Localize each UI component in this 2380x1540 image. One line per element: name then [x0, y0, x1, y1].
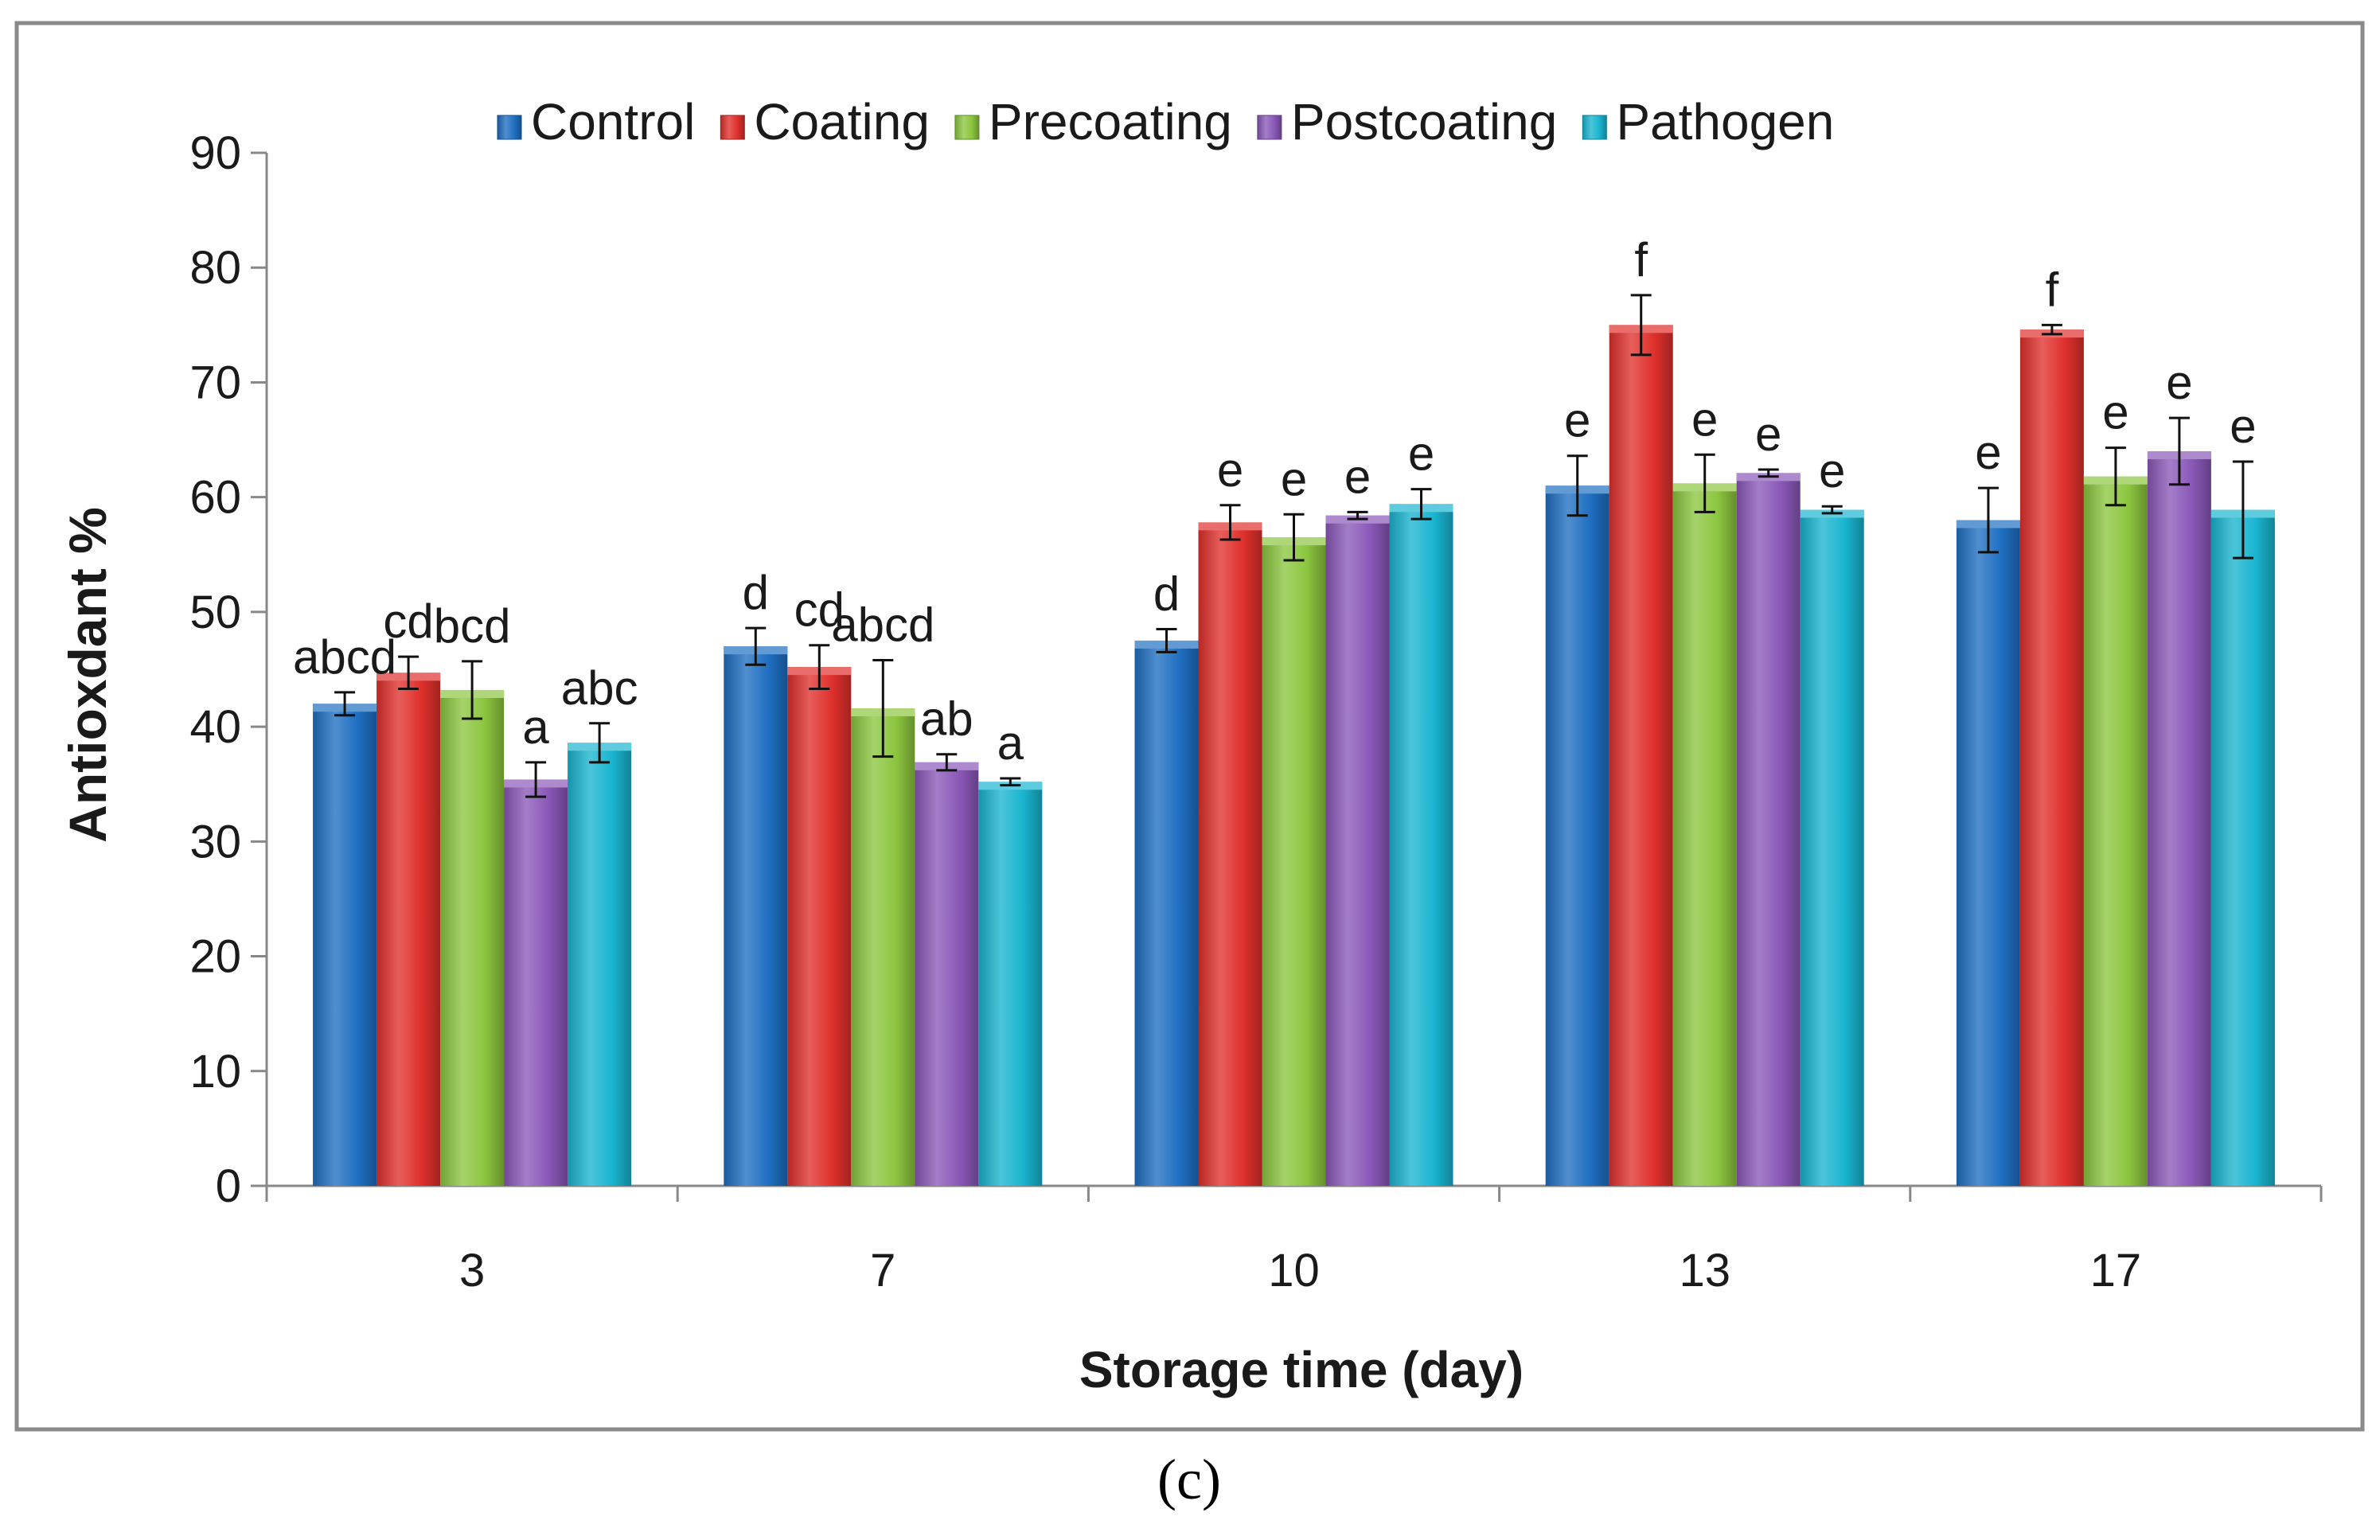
y-tick-label: 70 [189, 357, 241, 408]
significance-letter: e [1691, 392, 1718, 446]
bar-precoating-day-13 [1672, 483, 1737, 1186]
significance-letter: ab [920, 692, 973, 746]
significance-letter: e [1281, 452, 1307, 505]
y-tick-label: 50 [189, 587, 241, 638]
y-tick-label: 40 [189, 701, 241, 753]
significance-letter: d [743, 566, 769, 619]
x-tick-label: 3 [459, 1245, 485, 1296]
significance-letter: f [1634, 233, 1648, 287]
bar-coating-day-7 [787, 667, 852, 1186]
legend-label: Control [531, 93, 695, 150]
bar-coating-day-3 [377, 673, 441, 1186]
panel-label: (c) [1157, 1448, 1221, 1511]
legend: Control Coating Precoating Postcoating Patho… [497, 93, 1834, 150]
bar-pathogen-day-17 [2210, 509, 2275, 1186]
significance-letter: a [997, 716, 1024, 770]
bar-postcoating-day-10 [1325, 515, 1390, 1186]
legend-item-postcoating: Postcoating [1257, 93, 1557, 150]
significance-letter: f [2046, 263, 2059, 316]
legend-label: Postcoating [1291, 93, 1557, 150]
significance-letter: abcd [831, 598, 934, 651]
x-tick-label: 13 [1679, 1245, 1730, 1296]
bar-coating-day-10 [1198, 522, 1262, 1186]
significance-letter: e [1217, 443, 1243, 497]
bar-pathogen-day-3 [568, 743, 632, 1186]
bar-postcoating-day-7 [915, 762, 979, 1186]
legend-swatch [1582, 115, 1607, 140]
legend-swatch [720, 115, 745, 140]
y-tick-label: 20 [189, 931, 241, 983]
bar-postcoating-day-17 [2147, 450, 2211, 1186]
legend-label: Pathogen [1616, 93, 1834, 150]
significance-letter: e [1564, 394, 1590, 447]
bar-control-day-17 [1956, 520, 2020, 1186]
legend-label: Precoating [989, 93, 1232, 150]
y-tick-label: 30 [189, 816, 241, 867]
bar-precoating-day-7 [851, 708, 915, 1186]
significance-letter: a [522, 700, 549, 754]
panel-label-area: (c) [1157, 1448, 1221, 1511]
significance-letter: e [1819, 444, 1845, 497]
bar-control-day-7 [724, 646, 788, 1186]
y-tick-label: 0 [216, 1160, 241, 1212]
y-tick-label: 10 [189, 1046, 241, 1097]
y-axis: 0 10 20 30 40 50 60 70 80 90 [189, 127, 268, 1212]
significance-letter: bcd [434, 599, 511, 653]
bar-pathogen-day-10 [1389, 504, 1453, 1186]
y-tick-label: 80 [189, 242, 241, 294]
x-tick-label: 10 [1268, 1245, 1320, 1296]
legend-swatch [954, 115, 980, 140]
bar-precoating-day-17 [2083, 476, 2148, 1186]
legend-item-coating: Coating [720, 93, 930, 150]
legend-swatch [497, 115, 522, 140]
significance-letter: cd [383, 595, 433, 648]
bar-pathogen-day-13 [1800, 509, 1864, 1186]
x-tick-label: 17 [2090, 1245, 2142, 1296]
bar-pathogen-day-7 [978, 782, 1043, 1186]
legend-swatch [1257, 115, 1282, 140]
x-tick-label: 7 [870, 1245, 895, 1296]
significance-letter: cd [794, 583, 845, 637]
significance-letter: e [1755, 407, 1781, 461]
bar-control-day-10 [1134, 640, 1199, 1186]
significance-letter: e [2230, 400, 2256, 453]
bar-coating-day-13 [1609, 325, 1673, 1186]
significance-letter: e [2166, 356, 2192, 409]
significance-letter: abcd [293, 630, 396, 684]
bar-precoating-day-10 [1262, 537, 1326, 1186]
bar-coating-day-17 [2019, 329, 2084, 1186]
error-bars [334, 294, 2253, 798]
significance-letter: e [2102, 386, 2128, 439]
significance-letter: d [1153, 567, 1180, 621]
bar-postcoating-day-3 [504, 779, 568, 1186]
bars [313, 325, 2275, 1186]
legend-item-control: Control [497, 93, 695, 150]
legend-item-pathogen: Pathogen [1582, 93, 1834, 150]
y-tick-label: 60 [189, 472, 241, 524]
legend-item-precoating: Precoating [954, 93, 1232, 150]
y-axis-label: Antioxdant % [58, 507, 117, 843]
significance-letter: e [1408, 427, 1434, 481]
x-axis-label: Storage time (day) [1079, 1341, 1524, 1398]
significance-letter: abc [561, 661, 638, 715]
legend-label: Coating [754, 93, 930, 150]
significance-letter: e [1975, 426, 2001, 479]
bar-postcoating-day-13 [1736, 473, 1801, 1186]
bar-control-day-3 [313, 704, 377, 1186]
significance-letter: e [1344, 450, 1371, 503]
bar-control-day-13 [1545, 485, 1609, 1186]
bar-precoating-day-3 [440, 689, 505, 1186]
y-tick-label: 90 [189, 127, 241, 179]
